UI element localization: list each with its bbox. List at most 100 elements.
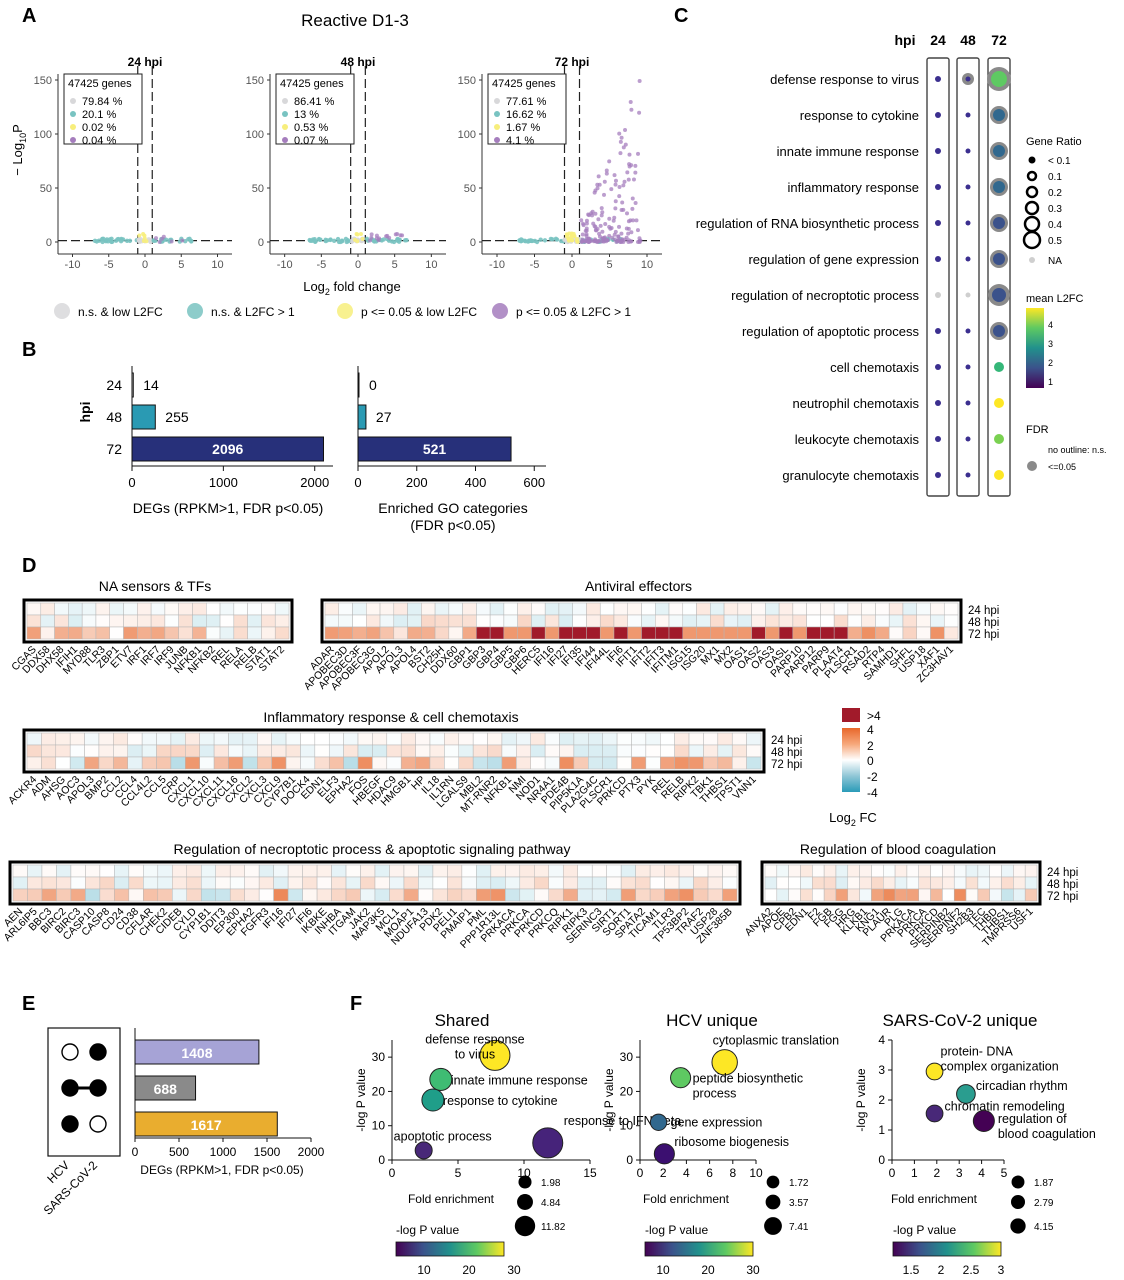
bubble-label: response to cytokine <box>443 1094 558 1108</box>
heat-cell <box>916 626 931 640</box>
heat-cell <box>164 602 179 616</box>
heat-cell <box>558 626 573 640</box>
heat-cell <box>172 864 188 878</box>
pct-dot <box>494 124 500 130</box>
heat-cell <box>55 744 71 758</box>
bar <box>357 372 360 398</box>
size-legend-label: 7.41 <box>789 1222 809 1233</box>
sig-point <box>616 238 621 243</box>
panel-letter-e: E <box>22 993 35 1015</box>
heatmap-title: Inflammatory response & cell chemotaxis <box>263 709 518 725</box>
gene-count: 47425 genes <box>68 78 132 90</box>
point <box>323 237 328 243</box>
heat-cell <box>345 876 361 890</box>
heat-cell <box>200 864 216 878</box>
heat-cell <box>693 876 709 890</box>
heat-cell <box>562 888 578 902</box>
sig-point <box>622 179 627 184</box>
heat-cell <box>287 864 303 878</box>
heat-cell <box>588 756 603 770</box>
heat-cell <box>421 626 436 640</box>
heat-cell <box>722 876 738 890</box>
size-legend-dot <box>1011 1175 1025 1189</box>
heat-cell <box>548 864 564 878</box>
point <box>554 237 560 242</box>
heat-cell <box>517 626 532 640</box>
heat-cell <box>613 602 628 616</box>
heat-cell <box>591 876 607 890</box>
heat-cell <box>723 626 739 640</box>
heat-cell <box>776 888 789 902</box>
row-label: 72 hpi <box>1047 891 1078 903</box>
heat-cell <box>343 756 359 770</box>
set-dot <box>89 1115 107 1133</box>
heatmap-border <box>320 598 963 644</box>
sig-point <box>590 213 595 218</box>
sig-point <box>384 234 389 239</box>
size-legend-dot <box>1010 1194 1026 1210</box>
heat-cell <box>531 626 546 640</box>
dot-72 <box>993 109 1005 121</box>
heat-cell <box>820 626 835 640</box>
heat-cell <box>765 614 780 628</box>
x-label: Fold enrichment <box>408 1192 495 1206</box>
heat-cell <box>432 876 448 890</box>
heat-cell <box>631 756 647 770</box>
heat-cell <box>99 864 115 878</box>
heat-cell <box>458 732 474 746</box>
heat-cell <box>751 614 766 628</box>
bubble-label: defense response to virus <box>425 1032 524 1061</box>
x-tick-label: 0 <box>354 475 361 490</box>
heat-cell <box>505 876 521 890</box>
heat-cell <box>123 626 138 640</box>
heat-cell <box>352 602 367 616</box>
heat-cell <box>599 626 615 640</box>
colorbar-title: -log P value <box>645 1223 708 1237</box>
heat-cell <box>823 876 837 890</box>
x-tick-label: 0 <box>569 259 575 271</box>
heat-cell <box>602 756 618 770</box>
bar <box>131 404 156 430</box>
dot-48 <box>965 256 971 262</box>
heat-cell <box>141 744 157 758</box>
heat-cell <box>490 888 506 902</box>
volcano-legend-box <box>275 73 355 145</box>
point <box>532 238 538 244</box>
heat-cell <box>374 876 390 890</box>
heat-cell <box>888 626 904 640</box>
heat-cell <box>95 602 110 616</box>
heat-cell <box>143 864 159 878</box>
heat-cell <box>503 614 518 628</box>
heat-cell <box>26 614 42 628</box>
heat-cell <box>953 876 967 890</box>
heat-cell <box>812 876 825 890</box>
heat-cell <box>800 864 813 878</box>
heat-cell <box>965 888 979 902</box>
heat-cell <box>620 888 636 902</box>
heat-cell <box>271 744 287 758</box>
heat-cell <box>1013 888 1026 902</box>
heat-cell <box>489 626 505 640</box>
heat-cell <box>631 732 647 746</box>
sig-point <box>580 239 585 244</box>
low-l2fc-point <box>137 233 142 238</box>
sig-point <box>587 213 592 218</box>
heat-cell <box>586 602 601 616</box>
sig-point <box>618 151 623 156</box>
bar <box>134 1111 278 1137</box>
panel-letter-f: F <box>350 993 362 1015</box>
bar <box>357 436 512 462</box>
pct-dot <box>282 137 288 143</box>
sig-point <box>584 221 589 226</box>
sig-point <box>636 151 641 156</box>
sig-point <box>619 135 624 140</box>
heat-cell <box>953 864 967 878</box>
heat-cell <box>242 756 258 770</box>
category-label: 72 <box>106 441 122 457</box>
bubble <box>479 1039 511 1071</box>
ratio-dot <box>1022 230 1042 250</box>
heat-cell <box>674 744 690 758</box>
heat-cell <box>588 744 603 758</box>
